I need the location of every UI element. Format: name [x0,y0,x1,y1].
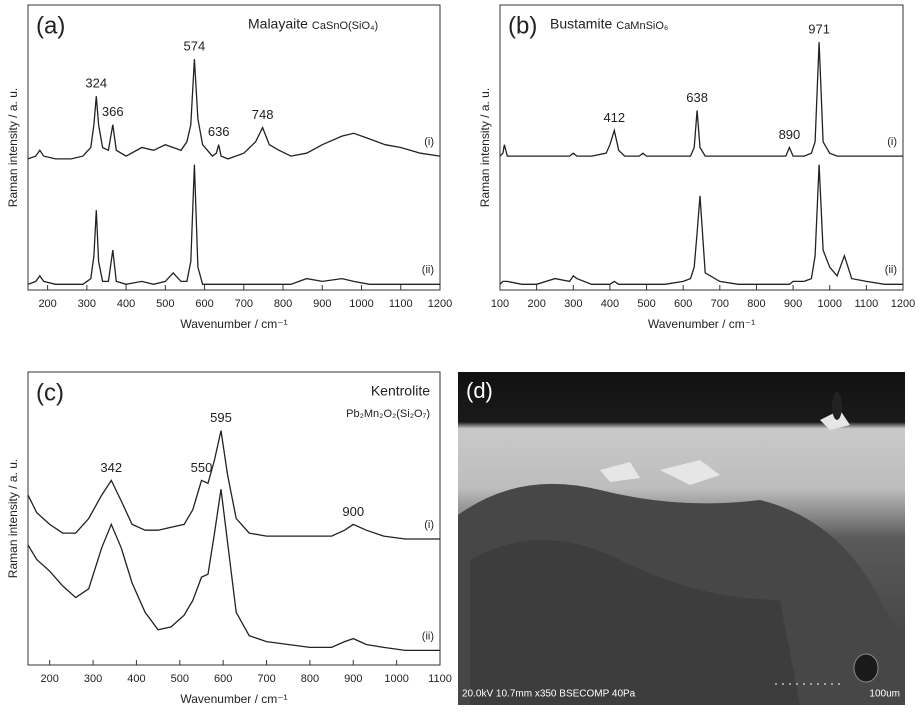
peak-label: 636 [208,124,230,139]
x-tick-label: 500 [171,673,189,685]
chart-title: Kentrolite [371,383,430,399]
series-label: (i) [887,136,897,148]
x-tick-label: 200 [41,673,59,685]
x-tick-label: 800 [301,673,319,685]
x-tick-label: 400 [601,298,619,310]
x-tick-label: 900 [344,673,362,685]
y-axis-label: Raman intensity / a. u. [6,459,20,578]
peak-label: 595 [210,410,232,425]
x-tick-label: 600 [674,298,692,310]
x-tick-label: 800 [747,298,765,310]
peak-label: 342 [100,460,122,475]
x-tick-label: 500 [637,298,655,310]
spectrum-line [28,489,440,650]
panel-label: (c) [36,379,64,406]
formula: CaSnO(SiO₄) [312,20,378,32]
peak-label: 550 [191,460,213,475]
x-tick-label: 1100 [855,298,879,310]
panel: 200 300 400 500 600 700 800 900 1000 1100 1200 Wave… [6,5,452,331]
x-tick-label: 900 [313,298,331,310]
series-label: (i) [424,519,434,531]
formula: CaMnSiO₆ [616,20,668,32]
panel-label: (d) [466,378,493,403]
x-axis-label: Wavenumber / cm⁻¹ [180,317,287,331]
panel: 100 200 300 400 500 600 700 800 900 1000 1100 1200 W… [478,5,915,331]
x-tick-label: 900 [784,298,802,310]
x-tick-label: 1100 [428,673,452,685]
sem-image: (d) 20.0kV 10.7mm x350 BSECOMP 40Pa 100u… [458,372,905,705]
peak-label: 412 [603,110,625,125]
panel-label: (b) [508,12,537,39]
x-tick-label: 800 [274,298,292,310]
x-tick-label: 700 [711,298,729,310]
x-tick-label: 300 [78,298,96,310]
spectrum-line [28,59,440,159]
x-tick-label: 1000 [349,298,373,310]
chart-title: Bustamite [550,16,612,32]
series-label: (ii) [422,630,434,642]
x-tick-label: 1200 [891,298,915,310]
x-tick-label: 600 [214,673,232,685]
x-tick-label: 1200 [428,298,452,310]
sem-pore [854,654,878,682]
x-tick-label: 200 [38,298,56,310]
spectrum-line [500,165,903,285]
x-tick-label: 700 [257,673,275,685]
plot-frame [28,5,440,290]
spectrum-line [28,431,440,539]
x-tick-label: 600 [195,298,213,310]
spectrum-line [28,165,440,285]
peak-label: 971 [808,21,830,36]
scale-label: 100um [869,689,900,700]
peak-label: 324 [85,76,107,91]
series-label: (i) [424,136,434,148]
x-tick-label: 700 [235,298,253,310]
x-tick-label: 1000 [384,673,408,685]
x-tick-label: 100 [491,298,509,310]
x-tick-label: 200 [527,298,545,310]
sem-caption: 20.0kV 10.7mm x350 BSECOMP 40Pa [462,689,636,700]
peak-label: 748 [252,107,274,122]
chart-title: Malayaite [248,16,308,32]
peak-label: 890 [779,127,801,142]
x-axis-label: Wavenumber / cm⁻¹ [180,692,287,706]
x-axis-label: Wavenumber / cm⁻¹ [648,317,755,331]
y-axis-label: Raman intensity / a. u. [478,88,492,207]
x-tick-label: 500 [156,298,174,310]
panel-label: (a) [36,12,65,39]
peak-label: 638 [686,90,708,105]
x-tick-label: 300 [564,298,582,310]
x-tick-label: 400 [127,673,145,685]
sem-pore [832,392,842,420]
plot-frame [500,5,903,290]
peak-label: 366 [102,104,124,119]
x-tick-label: 400 [117,298,135,310]
formula: Pb₂Mn₂O₂(Si₂O₇) [346,408,430,420]
series-label: (ii) [422,264,434,276]
x-tick-label: 300 [84,673,102,685]
peak-label: 900 [342,504,364,519]
series-label: (ii) [885,264,897,276]
x-tick-label: 1000 [817,298,841,310]
panel: 200 300 400 500 600 700 800 900 1000 1100 Wavenumb… [6,372,452,706]
x-tick-label: 1100 [389,298,413,310]
figure: (d) 20.0kV 10.7mm x350 BSECOMP 40Pa 100u… [0,0,919,713]
peak-label: 574 [184,39,206,54]
y-axis-label: Raman intensity / a. u. [6,88,20,207]
